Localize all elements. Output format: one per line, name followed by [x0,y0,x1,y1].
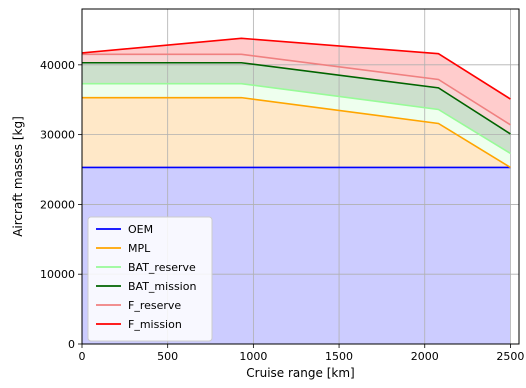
plot-frame [81,8,520,345]
y-axis-label: Aircraft masses [kg] [11,116,25,237]
x-tick-label: 1500 [325,350,353,363]
area-fill-mpl [82,97,511,168]
legend-label: BAT_reserve [128,261,196,274]
x-tick-label: 0 [79,350,86,363]
series-line-f-reserve [82,53,511,126]
legend-label: OEM [128,223,153,236]
area-fill-bat-mission [82,62,511,154]
legend: OEM MPL BAT_reserve BAT_mission F_reserve F_m… [87,216,213,342]
y-tick-label: 30000 [40,129,75,142]
series-line-mpl [82,96,511,169]
x-tick-label: 1000 [239,350,267,363]
series-lines [81,37,511,169]
y-tick-label: 40000 [40,59,75,72]
area-fill-f-mission [82,38,511,125]
y-tick-label: 0 [68,338,75,351]
x-tick-label: 2000 [411,350,439,363]
x-tick-label: 2500 [496,350,524,363]
legend-label: BAT_mission [128,280,196,293]
x-tick-label: 500 [157,350,178,363]
y-tick-label: 10000 [40,268,75,281]
x-axis-label: Cruise range [km] [246,366,354,380]
area-fill-bat-reserve [82,83,511,168]
legend-label: MPL [128,242,151,255]
series-line-bat-reserve [82,82,511,155]
series-line-bat-mission [82,61,511,135]
legend-label: F_reserve [128,299,181,312]
series-line-f-mission [81,37,511,100]
y-tick-label: 20000 [40,198,75,211]
axes: 0 500 1000 1500 2000 2500 0 10000 20000 30000 4000… [40,59,524,363]
legend-label: F_mission [128,318,182,331]
